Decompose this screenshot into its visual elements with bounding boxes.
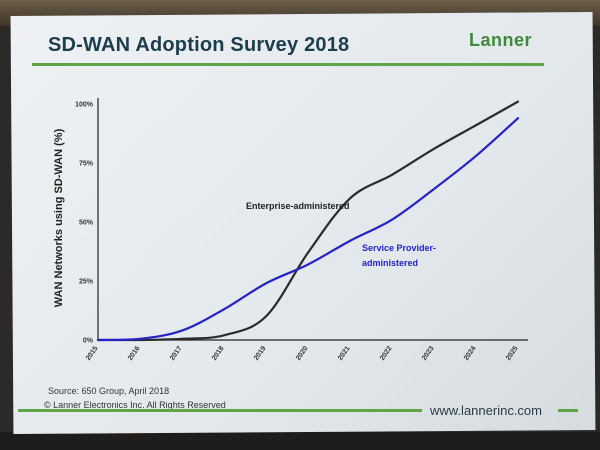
x-tick-label: 2019 — [253, 345, 268, 362]
y-tick-label: 50% — [79, 220, 94, 227]
y-tick-labels: 0% 25% 50% 75% 100% — [75, 102, 94, 345]
x-tick-label: 2018 — [211, 345, 226, 362]
x-tick-label: 2024 — [463, 345, 478, 362]
y-tick-label: 75% — [79, 161, 94, 168]
footer-divider-right — [558, 409, 578, 412]
y-tick-label: 0% — [83, 338, 94, 345]
x-tick-label: 2016 — [127, 345, 142, 362]
series-lines — [96, 100, 520, 342]
footer-divider-left — [18, 409, 422, 412]
x-tick-label: 2015 — [85, 345, 100, 362]
projector-bottom — [0, 432, 600, 450]
x-tick-labels: 2015 2016 2017 2018 2019 2020 2021 2022 2023 2024… — [85, 345, 520, 362]
x-tick-label: 2023 — [421, 345, 436, 362]
x-tick-label: 2017 — [169, 345, 184, 362]
enterprise-series-line — [96, 100, 520, 342]
provider-series-line — [96, 117, 520, 342]
copyright-note: © Lanner Electronics Inc. All Rights Res… — [44, 400, 226, 410]
lanner-logo: Lanner — [468, 30, 532, 50]
website-link[interactable]: www.lannerinc.com — [430, 403, 542, 418]
x-tick-label: 2022 — [379, 345, 394, 362]
x-tick-label: 2020 — [295, 345, 310, 362]
annotation-provider-line1: Service Provider- — [362, 243, 436, 253]
y-tick-label: 25% — [79, 279, 94, 286]
y-tick-label: 100% — [75, 102, 94, 109]
annotation-provider-line2: administered — [362, 258, 418, 268]
source-note: Source: 650 Group, April 2018 — [48, 386, 170, 396]
x-tick-label: 2025 — [505, 345, 520, 362]
y-axis-label: WAN Networks using SD-WAN (%) — [53, 128, 65, 307]
title-divider — [32, 63, 544, 66]
slide-title: SD-WAN Adoption Survey 2018 — [48, 34, 350, 56]
x-tick-label: 2021 — [337, 345, 352, 362]
annotation-enterprise: Enterprise-administered — [246, 201, 350, 211]
chart-axes — [97, 98, 528, 341]
